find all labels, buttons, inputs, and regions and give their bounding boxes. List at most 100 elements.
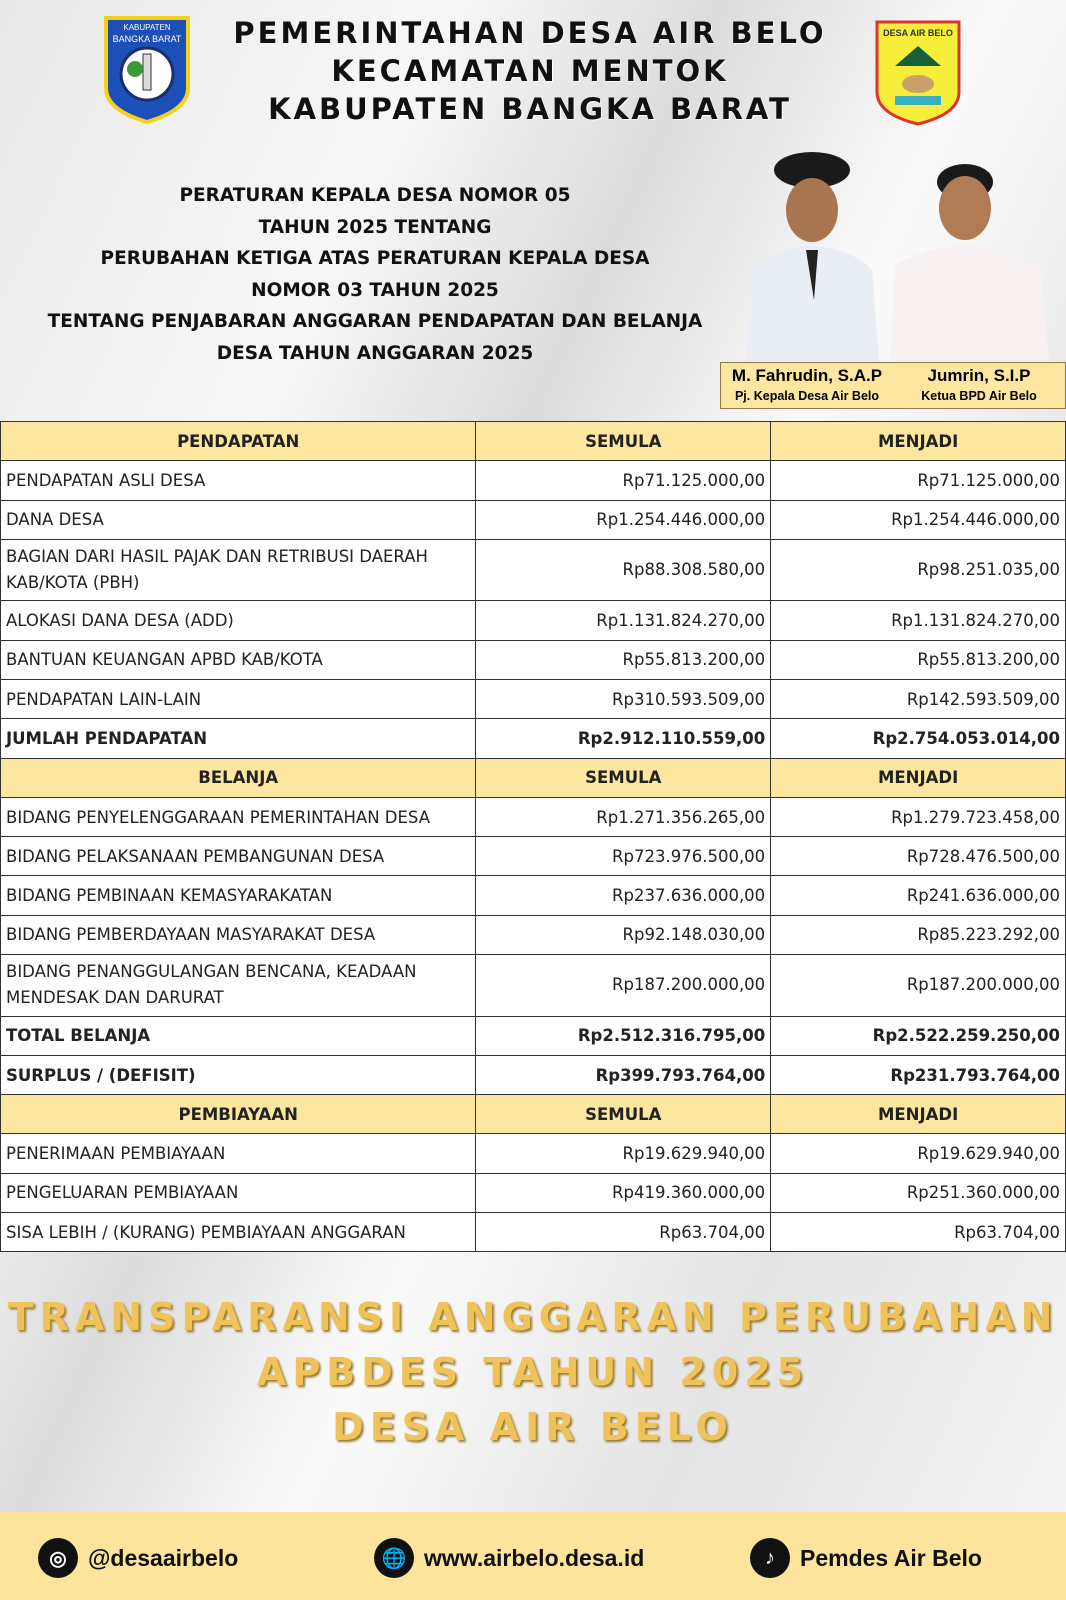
item-cell: BAGIAN DARI HASIL PAJAK DAN RETRIBUSI DA…: [0, 538, 477, 602]
menjadi-cell: Rp1.279.723.458,00: [770, 796, 1066, 838]
menjadi-cell: Rp55.813.200,00: [770, 639, 1066, 680]
item-cell: SURPLUS / (DEFISIT): [0, 1054, 477, 1096]
table-total-row: SURPLUS / (DEFISIT) Rp399.793.764,00 Rp231…: [0, 1054, 1066, 1096]
menjadi-cell: Rp1.254.446.000,00: [770, 499, 1066, 540]
item-cell: BIDANG PENYELENGGARAAN PEMERINTAHAN DESA: [0, 796, 477, 838]
menjadi-cell: Rp231.793.764,00: [770, 1054, 1066, 1096]
semula-cell: Rp237.636.000,00: [475, 875, 772, 916]
semula-cell: SEMULA: [475, 1094, 772, 1135]
table-header-row: PENDAPATAN SEMULA MENJADI: [0, 420, 1066, 462]
semula-cell: Rp19.629.940,00: [475, 1133, 772, 1174]
tiktok-icon: ♪: [750, 1538, 790, 1578]
header-line-district: KECAMATAN MENTOK: [331, 54, 729, 88]
table-row: BIDANG PENANGGULANGAN BENCANA, KEADAAN M…: [0, 954, 1066, 1017]
item-cell: JUMLAH PENDAPATAN: [0, 718, 477, 759]
official-bpd: Jumrin, S.I.P Ketua BPD Air Belo: [893, 363, 1065, 408]
item-cell: TOTAL BELANJA: [0, 1015, 477, 1056]
regulation-line: TAHUN 2025 TENTANG: [258, 216, 492, 238]
item-cell: PEMBIAYAAN: [0, 1094, 477, 1135]
table-row: PENERIMAAN PEMBIAYAAN Rp19.629.940,00 Rp19…: [0, 1133, 1066, 1174]
kabupaten-bangka-barat-logo: KABUPATEN BANGKA BARAT: [102, 14, 192, 125]
official-head: M. Fahrudin, S.A.P Pj. Kepala Desa Air Be…: [721, 363, 893, 408]
budget-table: PENDAPATAN SEMULA MENJADI PENDAPATAN ASLI D…: [0, 420, 1066, 1253]
instagram-handle: @desaairbelo: [88, 1544, 239, 1571]
table-row: BIDANG PENYELENGGARAAN PEMERINTAHAN DESA…: [0, 796, 1066, 838]
menjadi-cell: MENJADI: [770, 1094, 1066, 1135]
regulation-line: TENTANG PENJABARAN ANGGARAN PENDAPATAN D…: [47, 311, 703, 332]
semula-cell: Rp88.308.580,00: [475, 538, 772, 602]
semula-cell: SEMULA: [475, 420, 772, 462]
semula-cell: Rp92.148.030,00: [475, 914, 772, 956]
item-cell: BIDANG PEMBINAAN KEMASYARAKATAN: [0, 875, 477, 916]
semula-cell: Rp55.813.200,00: [475, 639, 772, 680]
header-title: PEMERINTAHAN DESA AIR BELO KECAMATAN MEN…: [200, 14, 860, 128]
menjadi-cell: Rp241.636.000,00: [770, 875, 1066, 916]
tiktok-handle: Pemdes Air Belo: [800, 1544, 982, 1571]
instagram-link[interactable]: ◎ @desaairbelo: [38, 1538, 238, 1578]
menjadi-cell: Rp63.704,00: [770, 1212, 1066, 1253]
item-cell: ALOKASI DANA DESA (ADD): [0, 600, 477, 641]
item-cell: SISA LEBIH / (KURANG) PEMBIAYAAN ANGGARA…: [0, 1212, 477, 1253]
table-row: SISA LEBIH / (KURANG) PEMBIAYAAN ANGGARA…: [0, 1212, 1066, 1253]
website-url: www.airbelo.desa.id: [424, 1544, 645, 1571]
item-cell: BIDANG PENANGGULANGAN BENCANA, KEADAAN M…: [0, 954, 477, 1017]
table-row: DANA DESA Rp1.254.446.000,00 Rp1.254.446.0…: [0, 499, 1066, 540]
instagram-icon: ◎: [38, 1538, 78, 1578]
table-total-row: JUMLAH PENDAPATAN Rp2.912.110.559,00 Rp2.7…: [0, 718, 1066, 759]
item-cell: DANA DESA: [0, 499, 477, 540]
menjadi-cell: MENJADI: [770, 420, 1066, 462]
table-row: PENDAPATAN ASLI DESA Rp71.125.000,00 Rp71.…: [0, 460, 1066, 501]
table-row: ALOKASI DANA DESA (ADD) Rp1.131.824.270,0…: [0, 600, 1066, 641]
menjadi-cell: Rp85.223.292,00: [770, 914, 1066, 956]
semula-cell: Rp2.912.110.559,00: [475, 718, 772, 759]
item-cell: BANTUAN KEUANGAN APBD KAB/KOTA: [0, 639, 477, 680]
semula-cell: Rp63.704,00: [475, 1212, 772, 1253]
table-row: BIDANG PELAKSANAAN PEMBANGUNAN DESA Rp723…: [0, 836, 1066, 877]
semula-cell: Rp399.793.764,00: [475, 1054, 772, 1096]
semula-cell: Rp1.271.356.265,00: [475, 796, 772, 838]
semula-cell: Rp2.512.316.795,00: [475, 1015, 772, 1056]
table-row: BAGIAN DARI HASIL PAJAK DAN RETRIBUSI DA…: [0, 538, 1066, 602]
official-name: M. Fahrudin, S.A.P: [731, 366, 883, 385]
item-cell: BIDANG PEMBERDAYAAN MASYARAKAT DESA: [0, 914, 477, 956]
footer-contacts: ◎ @desaairbelo 🌐 www.airbelo.desa.id ♪ Pemd…: [0, 1512, 1066, 1600]
officials-photo: [740, 140, 1066, 370]
banner-line: DESA AIR BELO: [332, 1405, 734, 1449]
regulation-line: DESA TAHUN ANGGARAN 2025: [216, 342, 534, 364]
item-cell: PENDAPATAN ASLI DESA: [0, 460, 477, 501]
menjadi-cell: Rp71.125.000,00: [770, 460, 1066, 501]
semula-cell: Rp71.125.000,00: [475, 460, 772, 501]
item-cell: PENDAPATAN LAIN-LAIN: [0, 678, 477, 720]
menjadi-cell: Rp19.629.940,00: [770, 1133, 1066, 1174]
semula-cell: Rp1.131.824.270,00: [475, 600, 772, 641]
item-cell: PENDAPATAN: [0, 420, 477, 462]
item-cell: BELANJA: [0, 757, 477, 798]
officials-nameplate: M. Fahrudin, S.A.P Pj. Kepala Desa Air Be…: [720, 362, 1066, 409]
menjadi-cell: Rp251.360.000,00: [770, 1172, 1066, 1214]
svg-text:BANGKA BARAT: BANGKA BARAT: [113, 34, 182, 44]
tiktok-link[interactable]: ♪ Pemdes Air Belo: [750, 1538, 982, 1578]
semula-cell: Rp1.254.446.000,00: [475, 499, 772, 540]
menjadi-cell: Rp728.476.500,00: [770, 836, 1066, 877]
semula-cell: Rp187.200.000,00: [475, 954, 772, 1017]
globe-icon: 🌐: [374, 1538, 414, 1578]
svg-text:KABUPATEN: KABUPATEN: [123, 23, 170, 32]
header-line-regency: KABUPATEN BANGKA BARAT: [268, 92, 792, 126]
menjadi-cell: Rp2.522.259.250,00: [770, 1015, 1066, 1056]
regulation-line: NOMOR 03 TAHUN 2025: [251, 279, 499, 301]
item-cell: BIDANG PELAKSANAAN PEMBANGUNAN DESA: [0, 836, 477, 877]
semula-cell: Rp723.976.500,00: [475, 836, 772, 877]
website-link[interactable]: 🌐 www.airbelo.desa.id: [374, 1538, 644, 1578]
item-cell: PENERIMAAN PEMBIAYAAN: [0, 1133, 477, 1174]
menjadi-cell: Rp98.251.035,00: [770, 538, 1066, 602]
menjadi-cell: Rp142.593.509,00: [770, 678, 1066, 720]
banner-line: APBDES TAHUN 2025: [256, 1350, 810, 1394]
table-header-row: PEMBIAYAAN SEMULA MENJADI: [0, 1094, 1066, 1135]
official-name: Jumrin, S.I.P: [927, 366, 1031, 385]
menjadi-cell: MENJADI: [770, 757, 1066, 798]
semula-cell: Rp310.593.509,00: [475, 678, 772, 720]
table-row: PENDAPATAN LAIN-LAIN Rp310.593.509,00 Rp14…: [0, 678, 1066, 720]
table-row: BIDANG PEMBINAAN KEMASYARAKATAN Rp237.636…: [0, 875, 1066, 916]
official-role: Ketua BPD Air Belo: [921, 389, 1037, 403]
banner-line: TRANSPARANSI ANGGARAN PERUBAHAN: [7, 1295, 1059, 1339]
